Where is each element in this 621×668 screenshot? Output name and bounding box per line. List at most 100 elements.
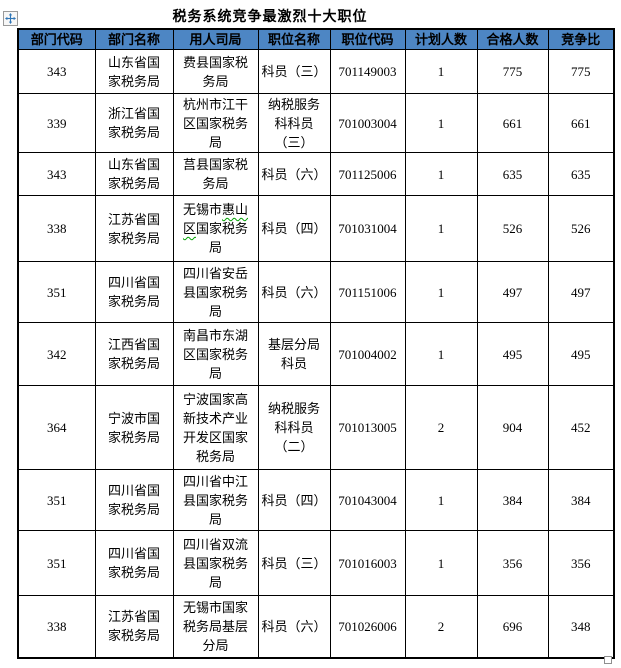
cell-ratio: 526 [547,195,615,262]
cell-bureau: 四川省双流 县国家税务 局 [172,530,259,596]
cell-qualified: 661 [476,93,549,153]
cell-bureau: 莒县国家税 务局 [172,152,259,196]
cell-planned: 1 [404,49,478,94]
column-header-ratio: 竞争比 [547,28,615,50]
cell-pos-code: 701125006 [329,152,406,196]
cell-qualified: 384 [476,469,549,531]
cell-position: 科员（六） [257,595,331,658]
cell-position: 纳税服务 科科员 （二） [257,385,331,470]
cell-planned: 1 [404,93,478,153]
cell-dept-code: 364 [17,385,96,470]
cell-ratio: 497 [547,261,615,323]
table-row: 343 山东省国 家税务局 莒县国家税 务局 科员（六） 701125006 1… [17,152,615,196]
cell-bureau: 四川省中江 县国家税务 局 [172,469,259,531]
table-row: 351 四川省国 家税务局 四川省双流 县国家税务 局 科员（三） 701016… [17,530,615,596]
column-header-dept-code: 部门代码 [17,28,96,50]
table-resize-handle[interactable] [604,656,612,664]
cell-qualified: 635 [476,152,549,196]
cell-pos-code: 701149003 [329,49,406,94]
cell-ratio: 775 [547,49,615,94]
cell-position: 科员（三） [257,49,331,94]
cell-pos-code: 701004002 [329,322,406,386]
cell-bureau: 四川省安岳 县国家税务 局 [172,261,259,323]
cell-dept-code: 351 [17,261,96,323]
cell-qualified: 495 [476,322,549,386]
cell-dept-code: 343 [17,49,96,94]
column-header-dept-name: 部门名称 [94,28,174,50]
cell-bureau: 无锡市惠山 区国家税务 局 [172,195,259,262]
cell-qualified: 526 [476,195,549,262]
cell-planned: 2 [404,385,478,470]
cell-pos-code: 701043004 [329,469,406,531]
cell-dept-code: 342 [17,322,96,386]
cell-position: 纳税服务 科科员 （三） [257,93,331,153]
bureau-text: 无锡市 [182,202,222,217]
four-way-arrow-icon [5,13,16,24]
cell-dept-name: 江苏省国 家税务局 [94,195,174,262]
table-row: 338 江苏省国 家税务局 无锡市国家 税务局基层 分局 科员（六） 70102… [17,595,615,658]
cell-dept-code: 351 [17,530,96,596]
cell-position: 科员（六） [257,152,331,196]
cell-dept-name: 山东省国 家税务局 [94,152,174,196]
cell-dept-code: 351 [17,469,96,531]
table-row: 351 四川省国 家税务局 四川省安岳 县国家税务 局 科员（六） 701151… [17,261,615,323]
cell-qualified: 775 [476,49,549,94]
table-row: 342 江西省国 家税务局 南昌市东湖 区国家税务 局 基层分局 科员 7010… [17,322,615,386]
cell-planned: 1 [404,261,478,323]
cell-dept-name: 宁波市国 家税务局 [94,385,174,470]
cell-planned: 1 [404,530,478,596]
cell-qualified: 497 [476,261,549,323]
cell-ratio: 384 [547,469,615,531]
cell-ratio: 452 [547,385,615,470]
cell-dept-name: 四川省国 家税务局 [94,469,174,531]
cell-planned: 1 [404,152,478,196]
column-header-bureau: 用人司局 [172,28,259,50]
cell-dept-code: 343 [17,152,96,196]
cell-bureau: 南昌市东湖 区国家税务 局 [172,322,259,386]
cell-planned: 1 [404,195,478,262]
cell-planned: 1 [404,322,478,386]
positions-table: 部门代码 部门名称 用人司局 职位名称 职位代码 计划人数 合格人数 竞争比 3… [17,28,615,659]
cell-dept-code: 338 [17,195,96,262]
spellcheck-marked-text: 惠山 区 [182,202,249,236]
table-move-handle[interactable] [3,11,18,26]
header-row: 部门代码 部门名称 用人司局 职位名称 职位代码 计划人数 合格人数 竞争比 [17,28,615,50]
cell-bureau: 宁波国家高 新技术产业 开发区国家 税务局 [172,385,259,470]
table-row: 364 宁波市国 家税务局 宁波国家高 新技术产业 开发区国家 税务局 纳税服务… [17,385,615,470]
cell-pos-code: 701031004 [329,195,406,262]
cell-position: 科员（四） [257,469,331,531]
cell-pos-code: 701016003 [329,530,406,596]
cell-pos-code: 701151006 [329,261,406,323]
cell-dept-name: 浙江省国 家税务局 [94,93,174,153]
cell-ratio: 495 [547,322,615,386]
cell-qualified: 904 [476,385,549,470]
cell-qualified: 356 [476,530,549,596]
column-header-planned: 计划人数 [404,28,478,50]
table-row: 339 浙江省国 家税务局 杭州市江干 区国家税务 局 纳税服务 科科员 （三）… [17,93,615,153]
cell-pos-code: 701026006 [329,595,406,658]
cell-dept-name: 山东省国 家税务局 [94,49,174,94]
cell-pos-code: 701013005 [329,385,406,470]
cell-bureau: 杭州市江干 区国家税务 局 [172,93,259,153]
cell-planned: 2 [404,595,478,658]
cell-planned: 1 [404,469,478,531]
cell-dept-name: 江西省国 家税务局 [94,322,174,386]
cell-position: 科员（三） [257,530,331,596]
page-title: 税务系统竞争最激烈十大职位 [172,10,368,25]
bureau-text: 国家税务 局 [196,221,249,255]
cell-qualified: 696 [476,595,549,658]
cell-dept-name: 四川省国 家税务局 [94,261,174,323]
cell-pos-code: 701003004 [329,93,406,153]
table-row: 343 山东省国 家税务局 费县国家税 务局 科员（三） 701149003 1… [17,49,615,94]
cell-position: 科员（六） [257,261,331,323]
cell-bureau: 费县国家税 务局 [172,49,259,94]
cell-dept-code: 338 [17,595,96,658]
cell-ratio: 356 [547,530,615,596]
column-header-position: 职位名称 [257,28,331,50]
cell-ratio: 635 [547,152,615,196]
column-header-pos-code: 职位代码 [329,28,406,50]
cell-bureau: 无锡市国家 税务局基层 分局 [172,595,259,658]
table-row: 351 四川省国 家税务局 四川省中江 县国家税务 局 科员（四） 701043… [17,469,615,531]
cell-position: 基层分局 科员 [257,322,331,386]
cell-ratio: 661 [547,93,615,153]
